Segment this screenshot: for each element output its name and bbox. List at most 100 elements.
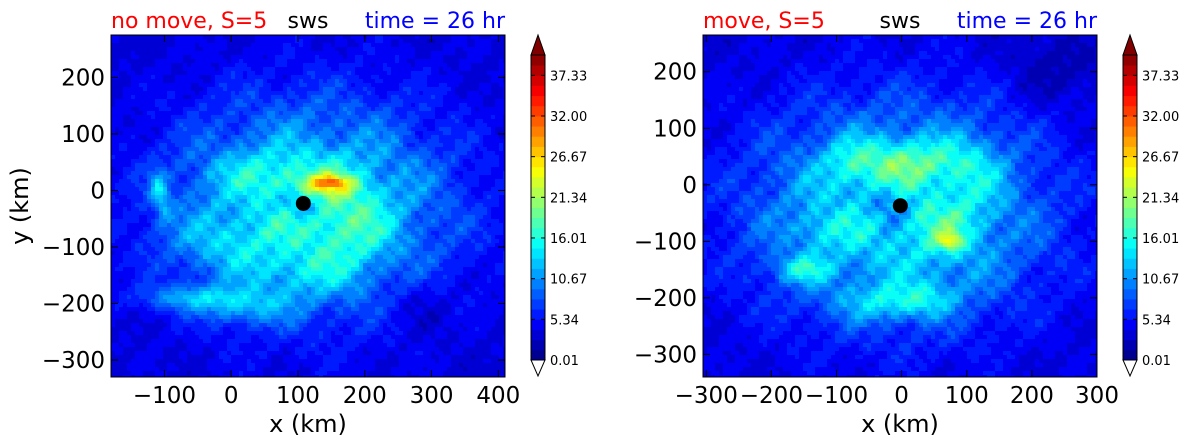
- colorbar-segment: [1123, 288, 1137, 300]
- colorbar-segment: [531, 217, 545, 229]
- y-tick-label: −300: [42, 348, 105, 374]
- colorbar-extend-min: [530, 359, 546, 378]
- colorbar-tick-label: 5.34: [1142, 313, 1171, 328]
- colorbar-segment: [1123, 217, 1137, 229]
- colorbar-segment: [1123, 329, 1137, 341]
- colorbar-segment: [531, 105, 545, 117]
- x-tick-label: −300: [675, 383, 738, 409]
- panel-title-right: time = 26 hr: [957, 9, 1098, 34]
- colorbar-segment: [531, 116, 545, 127]
- y-tick-label: −300: [634, 342, 697, 368]
- x-tick-label: 100: [945, 383, 989, 409]
- colorbar-segment: [531, 177, 545, 188]
- y-tick-label: 100: [61, 122, 105, 148]
- colorbar-segment: [531, 238, 545, 249]
- colorbar-segment: [531, 349, 545, 361]
- y-tick-label: 200: [653, 60, 697, 86]
- colorbar-segment: [1123, 248, 1137, 259]
- colorbar-segment: [1123, 166, 1137, 178]
- storm-center-marker: [295, 195, 311, 211]
- colorbar-segment: [531, 248, 545, 259]
- colorbar-tick-label: 0.01: [550, 354, 579, 369]
- plot-frame: [702, 34, 1098, 378]
- panel-move: move, S=5 sws time = 26 hr −300 −200 −100 0…: [634, 9, 1179, 438]
- colorbar-tick-label: 37.33: [550, 69, 587, 84]
- colorbar-segment: [1123, 299, 1137, 310]
- colorbar-segment: [1123, 75, 1137, 86]
- panel-title-center: sws: [288, 9, 329, 34]
- colorbar-segment: [531, 207, 545, 219]
- colorbar-segment: [531, 329, 545, 341]
- colorbar-tick-label: 16.01: [1142, 232, 1179, 247]
- x-tick-label: 300: [1075, 383, 1119, 409]
- colorbar-segment: [1123, 319, 1137, 330]
- colorbar-segment: [531, 197, 545, 208]
- y-axis-label: y (km): [6, 167, 34, 245]
- x-tick-label: −100: [805, 383, 868, 409]
- colorbar-frame: [1122, 54, 1138, 361]
- x-tick-label: 0: [224, 383, 239, 409]
- contour-field: [111, 35, 505, 377]
- colorbar-segment: [1123, 177, 1137, 188]
- colorbar-segment: [1123, 146, 1137, 158]
- colorbar-segment: [531, 55, 545, 66]
- panel-title-left: no move, S=5: [111, 9, 267, 34]
- x-axis-ticks: −100 0 100 200 300 400: [133, 35, 520, 409]
- y-tick-label: −100: [42, 235, 105, 261]
- colorbar-segment: [1123, 187, 1137, 198]
- panel-title-right: time = 26 hr: [365, 9, 506, 34]
- y-tick-label: −100: [634, 229, 697, 255]
- panel-title-left: move, S=5: [703, 9, 825, 34]
- colorbar-segment: [531, 146, 545, 158]
- colorbar-extend-min: [1122, 359, 1138, 378]
- colorbar-segment: [1123, 55, 1137, 66]
- x-tick-label: 300: [410, 383, 454, 409]
- colorbar-segment: [1123, 116, 1137, 127]
- colorbar-segment: [531, 65, 545, 76]
- colorbar-segment: [531, 126, 545, 137]
- colorbar-tick-label: 10.67: [550, 273, 587, 288]
- colorbar-segment: [531, 299, 545, 310]
- x-axis-label: x (km): [861, 410, 939, 438]
- colorbar-segment: [1123, 227, 1137, 239]
- colorbar: 0.01 5.34 10.67 16.01 21.34 26.67 32.00 37.33: [1122, 33, 1179, 378]
- y-tick-label: 100: [653, 116, 697, 142]
- contour-field: [703, 35, 1097, 377]
- colorbar-frame: [530, 54, 546, 361]
- y-tick-label: 200: [61, 65, 105, 91]
- colorbar-segment: [1123, 278, 1137, 290]
- colorbar-segment: [531, 309, 545, 320]
- colorbar-segment: [531, 268, 545, 280]
- colorbar-segment: [1123, 238, 1137, 249]
- colorbar-segment: [531, 339, 545, 351]
- colorbar-tick-label: 26.67: [550, 151, 587, 166]
- y-axis-ticks: −300 −200 −100 0 100 200: [634, 60, 1097, 368]
- colorbar-tick-label: 37.33: [1142, 69, 1179, 84]
- colorbar-segment: [1123, 126, 1137, 137]
- colorbar-segment: [1123, 339, 1137, 351]
- y-tick-label: −200: [42, 292, 105, 318]
- x-tick-label: 100: [276, 383, 320, 409]
- colorbar-segment: [531, 156, 545, 168]
- colorbar-segment: [531, 85, 545, 97]
- colorbar: 0.01 5.34 10.67 16.01 21.34 26.67 32.00 37.33: [530, 33, 587, 378]
- colorbar-extend-max: [530, 33, 546, 56]
- colorbar-segment: [531, 187, 545, 198]
- x-tick-label: −200: [740, 383, 803, 409]
- colorbar-tick-label: 21.34: [1142, 191, 1179, 206]
- x-tick-label: 200: [343, 383, 387, 409]
- colorbar-segment: [1123, 65, 1137, 76]
- colorbar-tick-label: 21.34: [550, 191, 587, 206]
- x-tick-label: 0: [894, 383, 909, 409]
- x-tick-label: 200: [1010, 383, 1054, 409]
- colorbar-segment: [531, 288, 545, 300]
- plot-frame: [110, 34, 506, 378]
- colorbar-segment: [531, 319, 545, 330]
- y-tick-label: −200: [634, 286, 697, 312]
- colorbar-segment: [531, 227, 545, 239]
- colorbar-tick-label: 26.67: [1142, 151, 1179, 166]
- colorbar-segment: [531, 95, 545, 107]
- colorbar-segment: [1123, 197, 1137, 208]
- y-tick-label: 0: [90, 178, 105, 204]
- colorbar-segment: [1123, 136, 1137, 147]
